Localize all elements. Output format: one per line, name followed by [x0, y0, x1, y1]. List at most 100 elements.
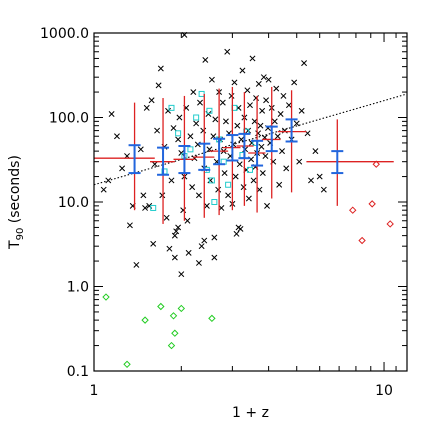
cyan-square-point [175, 130, 182, 137]
cross-point-stroke [170, 125, 177, 132]
cross-point-stroke [178, 271, 185, 278]
cross-point-stroke [184, 217, 191, 224]
cross-point-stroke [168, 177, 175, 184]
green-diamond-point [171, 329, 179, 337]
x-tick-label: 1 [90, 383, 99, 399]
cross-point-stroke [189, 184, 196, 191]
y-axis-label-main: T [7, 240, 23, 250]
cross-point-stroke [212, 116, 219, 123]
cross-point-stroke [253, 95, 259, 101]
plot-frame [93, 32, 408, 372]
cross-point [273, 85, 280, 92]
y-tick-label: 100.0 [49, 111, 89, 127]
cross-point-stroke [233, 230, 240, 237]
cross-point [171, 254, 178, 261]
cyan-square-point [168, 104, 175, 111]
cross-point-stroke [100, 186, 107, 193]
y-tick-label: 1000.0 [40, 26, 89, 42]
cross-point [285, 102, 292, 109]
cross-point [283, 165, 290, 172]
cross-point [126, 222, 133, 229]
cross-point-stroke [276, 181, 283, 188]
cross-point-stroke [245, 195, 252, 202]
fit-line-layer [93, 93, 408, 186]
cross-point-stroke [206, 146, 213, 153]
cross-point-stroke [248, 156, 255, 163]
cross-point-stroke [175, 136, 182, 143]
cross-point-stroke [185, 249, 192, 256]
cross-point [208, 76, 215, 83]
cross-point-stroke [231, 79, 238, 86]
cross-point-stroke [173, 228, 180, 235]
cross-point-stroke [316, 173, 323, 180]
cross-point [279, 148, 286, 155]
cross-point-stroke [255, 130, 262, 137]
red-diamond-point [368, 200, 376, 208]
cross-point-stroke [119, 165, 126, 172]
cross-point-stroke [133, 261, 140, 268]
cross-point [221, 170, 228, 177]
cross-point-stroke [239, 67, 246, 74]
cross-point [202, 56, 209, 63]
cross-point [191, 155, 198, 162]
cross-point [257, 122, 264, 129]
cross-point [308, 177, 314, 184]
cross-point-stroke [273, 85, 280, 92]
cross-point-stroke [148, 97, 155, 104]
cross-point-stroke [150, 240, 157, 247]
binned-errorbar [150, 98, 175, 224]
cross-point-stroke [240, 184, 247, 191]
cross-point-stroke [151, 161, 158, 168]
cross-point-stroke [175, 224, 182, 231]
cross-point [173, 228, 180, 235]
cross-point-stroke [224, 48, 231, 55]
cross-point-stroke [298, 107, 305, 114]
cross-point [255, 130, 262, 137]
binned-errorbars-layer [94, 86, 394, 224]
cross-point [148, 97, 155, 104]
cross-point [154, 127, 161, 134]
cross-point-stroke [219, 99, 226, 106]
red-diamond-point [349, 206, 357, 214]
cross-point-stroke [171, 254, 178, 261]
cross-point [277, 111, 284, 117]
cross-point [301, 60, 308, 67]
cross-point [170, 125, 177, 132]
cross-point-stroke [285, 102, 292, 109]
green-diamond-point [177, 304, 186, 313]
cross-point [238, 136, 245, 143]
cross-point [175, 136, 182, 143]
cross-point-stroke [193, 120, 200, 127]
cross-point [249, 55, 256, 62]
cross-point [265, 76, 272, 83]
green-diamond-point [123, 360, 131, 369]
cross-point-stroke [159, 192, 166, 199]
cross-point [140, 192, 147, 199]
cross-point [151, 161, 158, 168]
y-tick-label: 0.1 [67, 364, 89, 380]
cross-point [250, 177, 257, 184]
cross-point-stroke [244, 87, 251, 94]
cross-point-stroke [205, 111, 212, 117]
cross-point-stroke [232, 173, 239, 180]
cross-point-stroke [238, 136, 245, 143]
cross-point-stroke [187, 133, 194, 140]
cross-point [108, 111, 115, 117]
cross-point-stroke [235, 224, 242, 231]
cross-point [293, 120, 300, 127]
cross-point-stroke [283, 165, 290, 172]
cyan-square-point [198, 90, 205, 97]
cross-point [262, 153, 269, 159]
cross-point [157, 65, 164, 72]
cross-point-stroke [126, 222, 133, 229]
cross-point [320, 186, 327, 193]
cross-point-stroke [146, 202, 153, 209]
cross-point [175, 224, 182, 231]
cross-point-stroke [211, 234, 218, 241]
cross-point-stroke [203, 202, 210, 209]
cross-point [215, 186, 222, 193]
cross-point [195, 259, 202, 266]
binned-errorbar [277, 90, 307, 193]
cross-point-stroke [320, 186, 327, 193]
binned-errorbar [209, 88, 229, 216]
